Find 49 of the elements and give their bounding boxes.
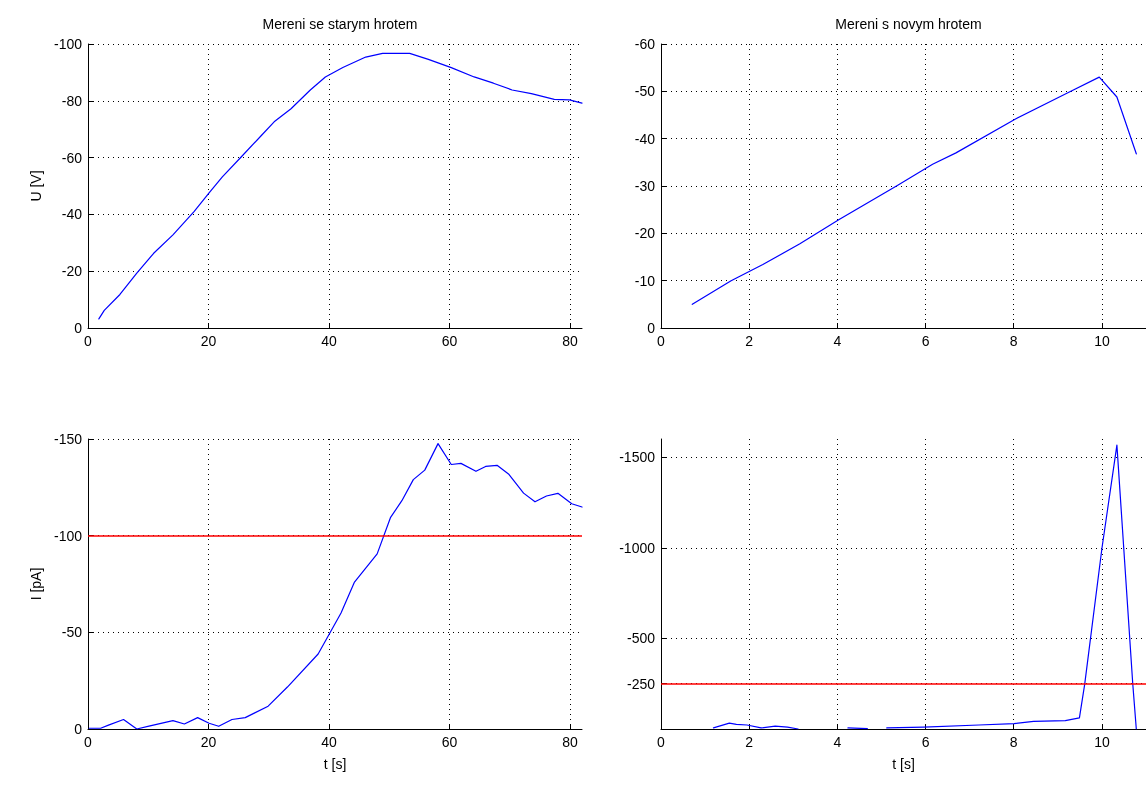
y-tick-label: -10 — [634, 272, 656, 289]
y-tick-label: -60 — [61, 149, 83, 166]
x-axis-title: t [s] — [323, 756, 347, 772]
y-axis-title: U [V] — [28, 170, 45, 202]
y-tick-label: -50 — [61, 624, 83, 641]
x-tick-label: 60 — [441, 734, 458, 750]
x-tick-label: 60 — [441, 333, 458, 349]
y-tick-label: -1500 — [619, 449, 656, 466]
x-tick-label: 0 — [657, 333, 666, 349]
y-tick-label: -100 — [53, 527, 83, 544]
x-tick-label: 80 — [562, 333, 578, 349]
x-tick-label: 8 — [1009, 333, 1018, 349]
y-tick-label: -60 — [634, 36, 656, 52]
x-tick-label: 4 — [833, 333, 842, 349]
y-tick-label: -50 — [634, 83, 656, 100]
y-tick-label: 0 — [647, 320, 656, 336]
x-tick-label: 4 — [833, 734, 842, 750]
x-tick-label: 6 — [921, 734, 930, 750]
x-tick-label: 2 — [745, 333, 754, 349]
x-tick-label: 10 — [1094, 333, 1110, 349]
x-tick-label: 40 — [321, 333, 337, 349]
y-axis-title: I [pA] — [28, 567, 45, 601]
y-tick-label: -40 — [61, 206, 83, 223]
x-axis-title: t [s] — [892, 756, 915, 772]
x-tick-label: 20 — [200, 333, 217, 349]
x-tick-label: 6 — [921, 333, 930, 349]
y-tick-label: -100 — [53, 36, 83, 52]
x-tick-label: 10 — [1094, 734, 1110, 750]
x-tick-label: 0 — [84, 333, 93, 349]
x-tick-label: 8 — [1009, 734, 1018, 750]
y-tick-label: -20 — [634, 225, 656, 242]
x-tick-label: 80 — [562, 734, 578, 750]
y-tick-label: -80 — [61, 92, 83, 109]
chart-title: Mereni se starym hrotem — [262, 16, 418, 32]
x-tick-label: 20 — [200, 734, 217, 750]
y-tick-label: -1000 — [619, 539, 656, 556]
x-tick-label: 40 — [321, 734, 337, 750]
y-tick-label: -250 — [626, 675, 656, 692]
y-tick-label: -150 — [53, 431, 83, 447]
x-tick-label: 2 — [745, 734, 754, 750]
chart-title: Mereni s novym hrotem — [835, 16, 982, 32]
y-tick-label: -500 — [626, 630, 656, 647]
y-tick-label: -40 — [634, 130, 656, 147]
y-tick-label: 0 — [74, 721, 83, 737]
y-tick-label: -30 — [634, 178, 656, 194]
x-tick-label: 0 — [84, 734, 93, 750]
y-tick-label: 0 — [74, 320, 83, 336]
y-tick-label: -20 — [61, 263, 83, 280]
x-tick-label: 0 — [657, 734, 666, 750]
